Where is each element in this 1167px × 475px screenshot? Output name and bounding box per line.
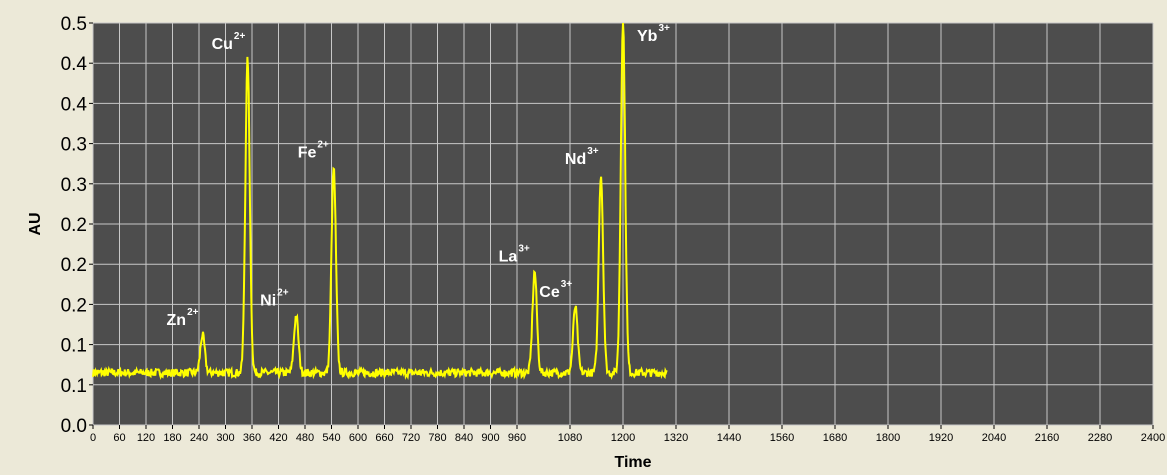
peak-label: Ni 2+ (260, 288, 289, 310)
x-tick-label: 60 (113, 432, 125, 444)
x-tick-label: 1920 (929, 432, 953, 444)
peak-labels: Zn 2+Cu 2+Ni 2+Fe 2+La 3+Ce 3+Nd 3+Yb 3+ (167, 23, 670, 329)
x-tick-label: 420 (269, 432, 287, 444)
x-tick-label: 1680 (823, 432, 847, 444)
x-tick-label: 960 (508, 432, 526, 444)
x-tick-label: 540 (322, 432, 340, 444)
peak-charge-label: 2+ (277, 288, 289, 299)
peak-ion-label: Fe (298, 145, 317, 162)
peak-label: Yb 3+ (637, 23, 670, 45)
peak-charge-label: 2+ (317, 140, 329, 151)
x-tick-label: 1800 (876, 432, 900, 444)
x-tick-label: 2040 (982, 432, 1006, 444)
peak-label: Ce 3+ (539, 279, 572, 301)
peak-ion-label: Nd (565, 151, 586, 168)
x-tick-label: 660 (375, 432, 393, 444)
x-tick-label: 1440 (717, 432, 741, 444)
x-tick-label: 0 (90, 432, 96, 444)
y-tick-label: 0.4 (61, 94, 88, 115)
x-tick-label: 840 (455, 432, 473, 444)
peak-ion-label: Ni (260, 293, 276, 310)
x-axis-title: Time (614, 454, 651, 471)
peak-label: Cu 2+ (212, 31, 246, 53)
y-axis-title: AU (27, 212, 44, 235)
peak-label: Nd 3+ (565, 146, 599, 168)
peak-charge-label: 2+ (187, 307, 199, 318)
y-tick-label: 0.3 (61, 175, 87, 196)
peak-charge-label: 3+ (518, 243, 530, 254)
series-line (92, 22, 668, 381)
x-tick-label: 300 (216, 432, 234, 444)
y-tick-label: 0.5 (61, 14, 87, 35)
x-tick-label: 2280 (1088, 432, 1112, 444)
x-tick-label: 120 (137, 432, 155, 444)
tick-labels: 0 60 120 180 240 300 360 420 480 540 600 660 720 780 8… (61, 14, 1166, 444)
grid (92, 22, 1154, 426)
x-tick-label: 1200 (611, 432, 635, 444)
y-tick-label: 0.0 (61, 416, 87, 437)
x-tick-label: 2160 (1035, 432, 1059, 444)
y-tick-label: 0.1 (61, 336, 87, 357)
x-tick-label: 720 (402, 432, 420, 444)
peak-ion-label: Ce (539, 284, 560, 301)
y-tick-label: 0.2 (61, 295, 87, 316)
peak-ion-label: Cu (212, 36, 233, 53)
peak-ion-label: La (499, 248, 518, 265)
x-tick-label: 1320 (664, 432, 688, 444)
x-tick-label: 600 (349, 432, 367, 444)
x-tick-label: 1080 (558, 432, 582, 444)
y-tick-label: 0.4 (61, 54, 88, 75)
peak-charge-label: 2+ (234, 31, 246, 42)
peak-ion-label: Yb (637, 28, 658, 45)
y-tick-label: 0.1 (61, 376, 87, 397)
peak-ion-label: Zn (167, 312, 187, 329)
x-tick-label: 2400 (1141, 432, 1165, 444)
peak-label: Zn 2+ (167, 307, 199, 329)
x-tick-label: 1560 (770, 432, 794, 444)
y-tick-label: 0.3 (61, 135, 87, 156)
x-tick-label: 900 (481, 432, 499, 444)
y-tick-label: 0.2 (61, 255, 87, 276)
peak-label: Fe 2+ (298, 140, 329, 162)
x-tick-label: 180 (163, 432, 181, 444)
x-tick-label: 360 (243, 432, 261, 444)
peak-label: La 3+ (499, 243, 530, 265)
peak-charge-label: 3+ (561, 279, 573, 290)
peak-charge-label: 3+ (658, 23, 670, 34)
y-tick-label: 0.2 (61, 215, 87, 236)
peak-charge-label: 3+ (587, 146, 599, 157)
x-tick-label: 780 (428, 432, 446, 444)
x-tick-label: 240 (190, 432, 208, 444)
x-tick-label: 480 (296, 432, 314, 444)
